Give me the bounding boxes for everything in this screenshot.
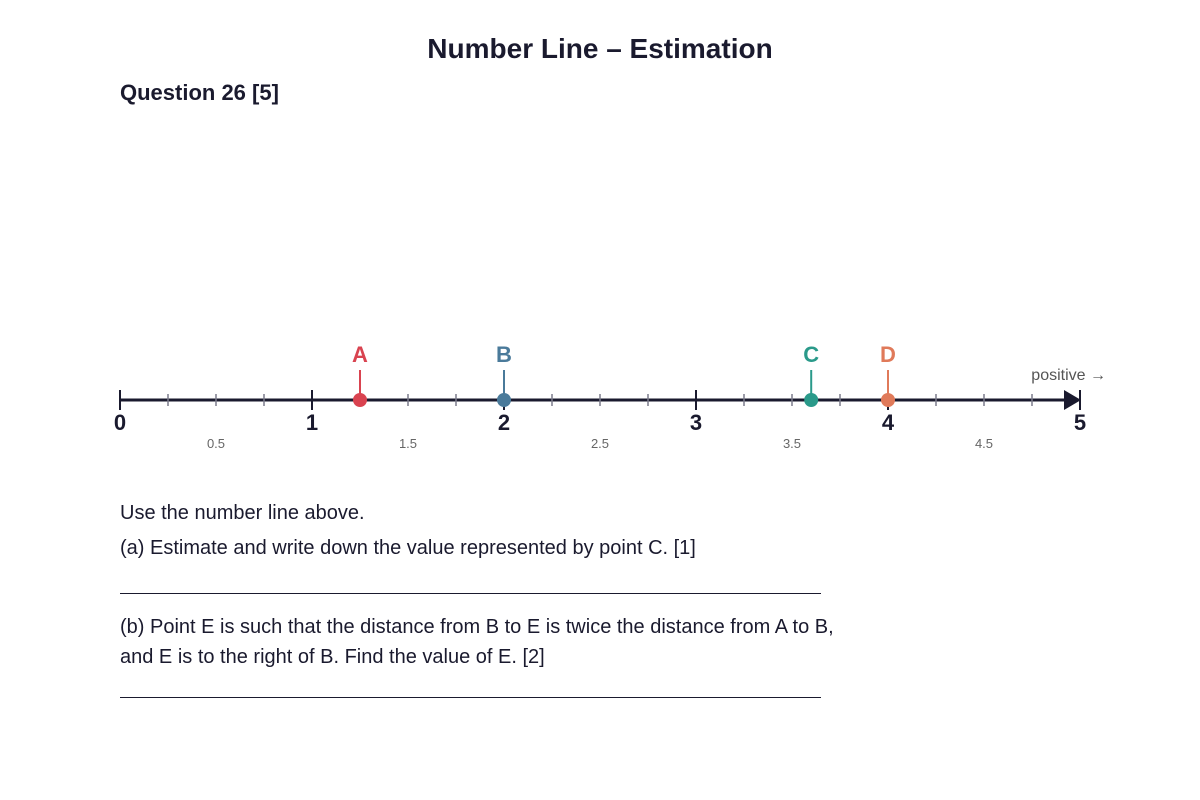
major-tick-label: 2 [498, 410, 510, 435]
half-tick-label: 2.5 [591, 436, 609, 451]
point-d-label: D [880, 342, 896, 367]
page-title: Number Line – Estimation [427, 33, 773, 64]
major-tick-label: 1 [306, 410, 318, 435]
number-line-diagram: 0 1 2 3 4 5 0.5 1.5 2.5 3.5 4.5 positive → A B C D [114, 342, 1106, 451]
major-tick-label: 4 [882, 410, 895, 435]
half-tick-label: 0.5 [207, 436, 225, 451]
axis-arrow-head [1064, 390, 1081, 410]
part-b-question: (b) Point E is such that the distance fr… [120, 612, 834, 672]
major-tick-label: 0 [114, 410, 126, 435]
point-b-marker [497, 393, 511, 407]
half-tick-label: 1.5 [399, 436, 417, 451]
point-c-label: C [803, 342, 819, 367]
half-tick-label: 3.5 [783, 436, 801, 451]
point-a-marker [353, 393, 367, 407]
answer-line-a[interactable] [120, 593, 821, 594]
direction-label: positive → [1031, 367, 1106, 384]
instructions-text: Use the number line above. [120, 502, 365, 524]
half-tick-label: 4.5 [975, 436, 993, 451]
major-tick-label: 5 [1074, 410, 1086, 435]
part-a-question: (a) Estimate and write down the value re… [120, 537, 696, 559]
major-tick-label: 3 [690, 410, 702, 435]
point-d-marker [881, 393, 895, 407]
point-a-label: A [352, 342, 368, 367]
part-b-line-1: (b) Point E is such that the distance fr… [120, 616, 834, 638]
question-heading: Question 26 [5] [120, 80, 279, 105]
point-c-marker [804, 393, 819, 407]
answer-line-b[interactable] [120, 697, 821, 698]
part-b-line-2: and E is to the right of B. Find the val… [120, 646, 545, 668]
point-b-label: B [496, 342, 512, 367]
